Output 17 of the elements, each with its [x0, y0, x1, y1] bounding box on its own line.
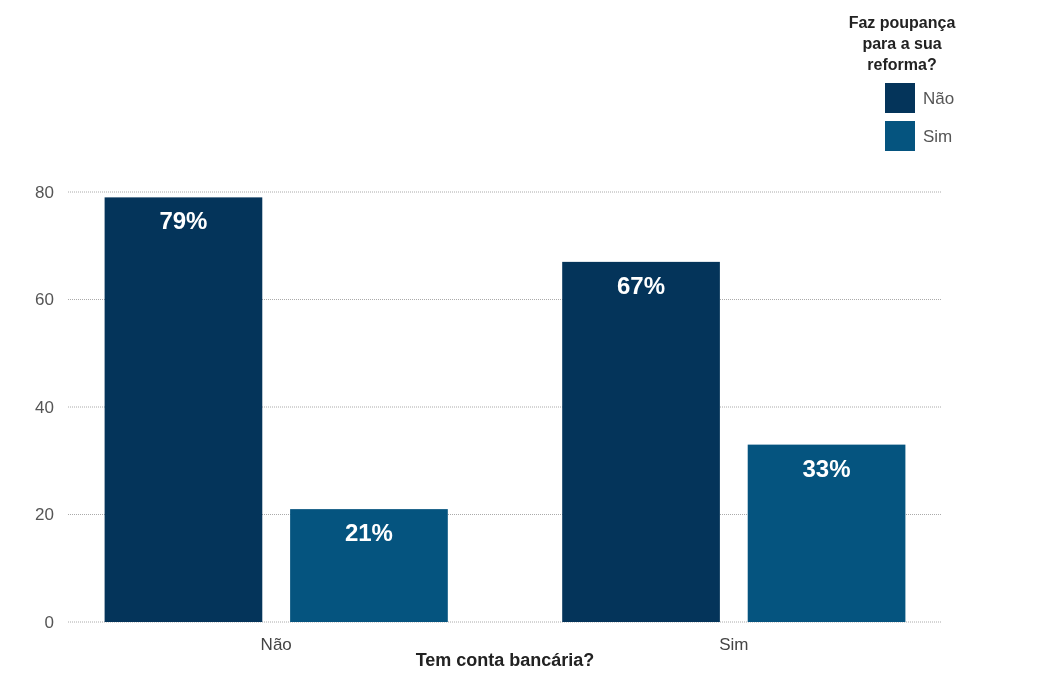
y-tick-label: 60 [35, 290, 54, 310]
y-tick-label: 20 [35, 505, 54, 525]
legend-label: Não [923, 88, 955, 108]
y-tick-label: 0 [44, 612, 54, 632]
bar [562, 261, 720, 622]
data-label: 21% [344, 519, 393, 547]
y-tick-label: 80 [35, 182, 54, 202]
legend-label: Sim [923, 126, 953, 146]
legend-title: Faz poupança para a sua reforma? [848, 14, 956, 73]
data-label: 33% [802, 454, 851, 482]
data-label: 79% [159, 207, 208, 235]
y-tick-label: 40 [35, 397, 54, 417]
bar [290, 509, 448, 622]
data-label: 67% [617, 271, 666, 299]
bar [747, 444, 906, 622]
x-axis-title: Tem conta bancária? [415, 650, 595, 670]
bar [104, 197, 263, 622]
